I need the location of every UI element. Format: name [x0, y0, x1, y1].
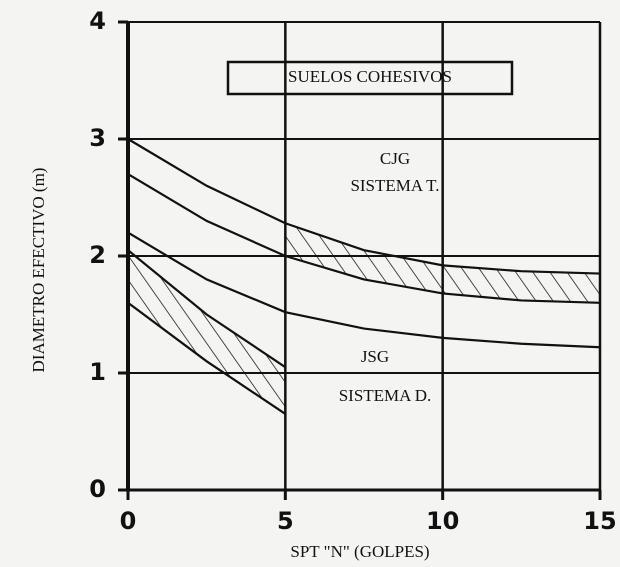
- annotation: SISTEMA D.: [339, 386, 432, 405]
- annotation: CJG: [380, 149, 410, 168]
- hatched-band: [285, 223, 600, 303]
- x-tick-label: 10: [426, 507, 459, 535]
- line: [127, 173, 601, 304]
- annotation-box: [226, 60, 514, 96]
- y-tick-label: 2: [89, 241, 106, 269]
- annotation: SUELOS COHESIVOS: [288, 67, 452, 86]
- y-tick-label: 3: [89, 124, 106, 152]
- x-tick-label: 0: [120, 507, 137, 535]
- line: [127, 301, 286, 415]
- x-tick-label: 15: [583, 507, 616, 535]
- annotation: SISTEMA T.: [350, 176, 439, 195]
- line: [127, 138, 601, 275]
- y-tick-label: 4: [89, 7, 106, 35]
- x-tick-label: 5: [277, 507, 294, 535]
- hatched-band: [128, 250, 286, 414]
- y-tick-label: 0: [89, 475, 106, 503]
- line: [127, 249, 286, 369]
- x-axis-title: SPT "N" (GOLPES): [290, 542, 429, 561]
- line: [127, 231, 601, 349]
- y-axis-title: DIAMETRO EFECTIVO (m): [29, 168, 48, 373]
- annotation: JSG: [361, 347, 389, 366]
- y-tick-label: 1: [89, 358, 106, 386]
